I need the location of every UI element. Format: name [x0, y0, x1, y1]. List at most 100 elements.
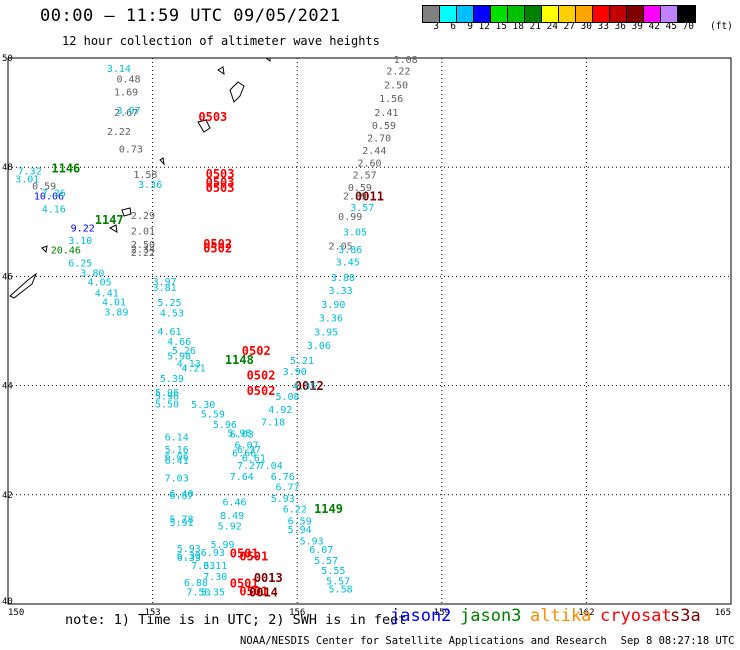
legend-swatch — [678, 6, 695, 22]
legend-tick: 6 — [450, 21, 456, 32]
coastline-island — [41, 245, 48, 254]
wave-height-value: 3.14 — [107, 64, 131, 75]
wave-height-value: 3.95 — [314, 327, 338, 338]
wave-height-value: 0.59 — [32, 182, 56, 193]
legend-swatch — [542, 6, 559, 22]
wave-height-value: 4.01 — [102, 297, 126, 308]
wave-height-value: 5.93 — [300, 536, 324, 547]
wave-height-value: 2.50 — [131, 240, 155, 251]
wave-height-value: 1.56 — [379, 94, 403, 105]
wave-height-value: 5.94 — [288, 525, 312, 536]
pass-time-label: 0502 — [242, 344, 271, 358]
pass-time-label: 0013 — [254, 571, 283, 585]
legend-swatch — [525, 6, 542, 22]
wave-height-value: 0.48 — [116, 75, 140, 86]
wave-height-value: 2.50 — [384, 81, 408, 92]
color-scale-legend — [422, 5, 696, 23]
lon-tick-label: 165 — [715, 608, 731, 618]
legend-tick: 70 — [682, 21, 694, 32]
wave-height-value: 3.88 — [331, 273, 355, 284]
wave-height-value: 3.05 — [343, 227, 367, 238]
wave-height-value: 2.22 — [386, 66, 410, 77]
wave-height-value: 3.33 — [329, 286, 353, 297]
legend-tick: 45 — [665, 21, 677, 32]
legend-swatch — [508, 6, 525, 22]
wave-height-value: 5.98 — [227, 428, 251, 439]
wave-height-value: 5.99 — [210, 540, 234, 551]
wave-height-value: 2.22 — [131, 248, 155, 259]
pass-time-label: 0503 — [206, 175, 235, 189]
wave-height-value: 5.57 — [326, 576, 350, 587]
legend-tick: 12 — [478, 21, 490, 32]
wave-height-value: 6.59 — [288, 516, 312, 527]
legend-swatch — [576, 6, 593, 22]
wave-height-value: 3.57 — [350, 203, 374, 214]
wave-height-value: 5.98 — [167, 351, 191, 362]
wave-height-value: 3.36 — [319, 314, 343, 325]
wave-height-value: 3.90 — [321, 300, 345, 311]
wave-height-value: 2.60 — [357, 159, 381, 170]
legend-tick: 39 — [631, 21, 643, 32]
legend-swatch — [661, 6, 678, 22]
wave-height-value: 3.90 — [283, 367, 307, 378]
legend-unit: (ft) — [710, 21, 733, 32]
coastline-island — [159, 157, 165, 166]
legend-tick: 33 — [597, 21, 609, 32]
wave-height-value: 2.70 — [367, 134, 391, 145]
coastline-island — [9, 272, 38, 299]
wave-height-value: 7.50 — [186, 587, 210, 598]
map-frame — [7, 57, 732, 605]
wave-height-value: 1.58 — [133, 170, 157, 181]
coastline-island — [108, 224, 118, 233]
wave-height-value: 3.06 — [307, 341, 331, 352]
legend-tick: 27 — [563, 21, 575, 32]
wave-height-value: 4.53 — [160, 308, 184, 319]
legend-swatch — [559, 6, 576, 22]
coastline-island — [229, 81, 245, 103]
lat-tick-label: 42 — [2, 491, 13, 501]
wave-height-value: 7.32 — [18, 166, 42, 177]
legend-swatch — [474, 6, 491, 22]
legend-tick: 24 — [546, 21, 558, 32]
wave-height-value: 4.92 — [268, 405, 292, 416]
wave-height-value: 6.40 — [169, 489, 193, 500]
satellite-cryosat: cryosat — [600, 606, 672, 626]
wave-height-value: 4.05 — [88, 278, 112, 289]
wave-height-value: 6.30 — [177, 551, 201, 562]
wave-height-value: 6.14 — [165, 433, 189, 444]
wave-height-value: 2.41 — [374, 108, 398, 119]
pass-time-label: 0501 — [239, 549, 268, 563]
wave-height-value: 5.91 — [169, 518, 193, 529]
legend-tick: 9 — [467, 21, 473, 32]
pass-time-label: 0503 — [206, 167, 235, 181]
lat-tick-label: 50 — [2, 54, 13, 64]
legend-tick: 42 — [648, 21, 660, 32]
wave-height-value: 6.11 — [203, 561, 227, 572]
wave-height-value: 5.16 — [165, 445, 189, 456]
legend-tick: 3 — [433, 21, 439, 32]
wave-height-value: 2.29 — [131, 211, 155, 222]
wave-height-value: 6.22 — [283, 504, 307, 515]
wave-height-value: 5.50 — [155, 399, 179, 410]
chart-subtitle: 12 hour collection of altimeter wave hei… — [62, 34, 380, 48]
footnote: note: 1) Time is in UTC; 2) SWH is in fe… — [65, 612, 407, 628]
wave-height-value: 3.45 — [336, 257, 360, 268]
wave-height-value: 3.97 — [116, 106, 140, 117]
pass-time-label: 0502 — [247, 384, 276, 398]
pass-time-label: 0502 — [247, 369, 276, 383]
wave-height-value: 6.66 — [232, 449, 256, 460]
wave-height-value: 6.67 — [169, 491, 193, 502]
wave-height-value: 0.59 — [348, 183, 372, 194]
legend-swatch — [644, 6, 661, 22]
legend-swatch — [491, 6, 508, 22]
pass-time-label: 0014 — [249, 585, 278, 599]
wave-height-value: 4.16 — [42, 205, 66, 216]
coastline-island — [217, 66, 225, 76]
wave-height-value: 6.03 — [230, 429, 254, 440]
wave-height-value: 6.07 — [309, 545, 333, 556]
wave-height-value: 5.35 — [201, 587, 225, 598]
wave-height-value: 6.07 — [235, 440, 259, 451]
wave-height-value: 3.10 — [68, 236, 92, 247]
wave-height-value: 5.30 — [191, 400, 215, 411]
